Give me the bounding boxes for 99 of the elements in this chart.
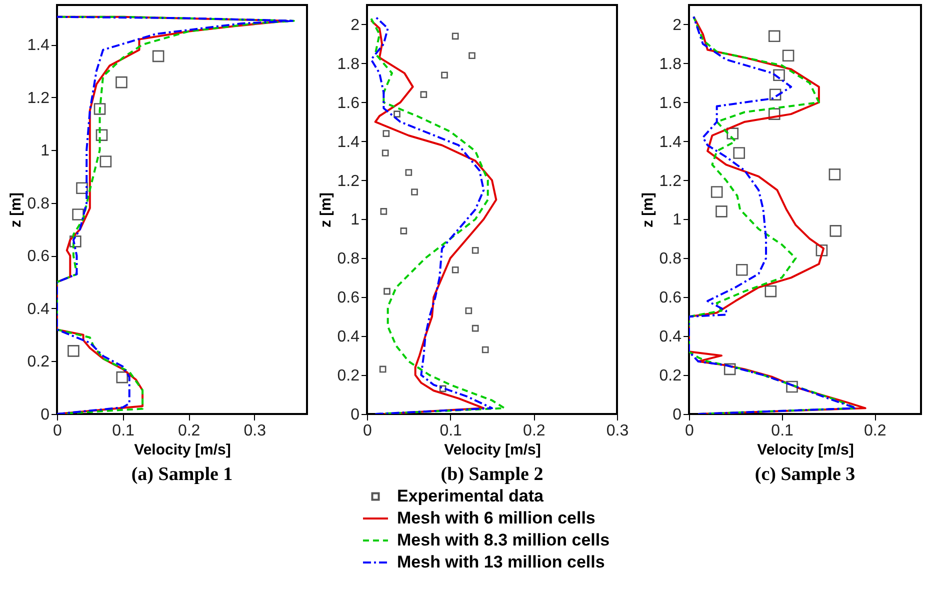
- y-tick-label: 0.6: [337, 290, 360, 307]
- y-tick-label: 0.2: [337, 368, 360, 385]
- text: (c) Sample 3: [754, 464, 856, 485]
- y-tick-label: 0.6: [27, 248, 50, 266]
- point: [72, 208, 84, 220]
- y-tick-label: 1.4: [659, 134, 682, 151]
- x-axis-title: Velocity [m/s]: [134, 442, 231, 458]
- point: [769, 88, 782, 100]
- point: [773, 69, 785, 82]
- x-tick-label: 0.2: [178, 422, 200, 440]
- text: (b) Sample 2: [440, 464, 544, 485]
- y-axis-title: z [m]: [317, 192, 334, 228]
- y-tick-label: 0: [672, 406, 682, 424]
- y-tick-label: 1.6: [659, 94, 682, 112]
- point: [786, 380, 798, 393]
- point: [452, 266, 459, 274]
- point: [482, 346, 489, 354]
- y-tick-label: 1.4: [337, 134, 360, 151]
- point: [465, 307, 472, 314]
- point: [710, 186, 723, 198]
- x-tick-label: 0: [685, 422, 694, 440]
- y-tick-label: 1: [350, 212, 360, 229]
- point: [379, 366, 386, 373]
- y-axis-title: z [m]: [7, 192, 24, 228]
- x-axis-title: Velocity [m/s]: [444, 442, 541, 458]
- x-axis-title: Velocity [m/s]: [757, 442, 854, 458]
- point: [116, 371, 128, 384]
- point: [100, 156, 112, 168]
- y-axis-title: z [m]: [639, 192, 656, 228]
- y-tick-label: 0.8: [659, 250, 682, 268]
- point: [452, 32, 459, 40]
- y-tick-label: 1.2: [27, 90, 50, 107]
- point: [382, 130, 390, 137]
- y-tick-label: 1.8: [659, 56, 682, 73]
- y-tick-label: 1.2: [337, 172, 360, 190]
- x-tick-label: 0: [53, 422, 62, 440]
- y-tick-label: 1.6: [337, 94, 360, 112]
- x-tick-label: 0.1: [771, 422, 794, 440]
- point: [380, 208, 388, 215]
- y-tick-label: 1: [40, 142, 50, 160]
- point: [439, 385, 446, 392]
- point: [768, 30, 780, 42]
- x-tick-label: 0.1: [440, 422, 462, 440]
- y-tick-label: 1: [672, 212, 682, 229]
- point: [816, 244, 828, 256]
- x-tick-label: 0.1: [112, 422, 135, 440]
- y-tick-label: 2: [672, 16, 682, 34]
- point: [472, 324, 479, 332]
- x-tick-label: 0.2: [864, 422, 886, 440]
- point: [468, 52, 476, 60]
- point: [94, 103, 106, 115]
- y-tick-label: 0.4: [659, 328, 682, 346]
- point: [420, 91, 428, 98]
- point: [405, 169, 412, 176]
- y-tick-label: 1.8: [337, 56, 360, 73]
- point: [70, 236, 82, 248]
- y-tick-label: 1.4: [27, 37, 50, 54]
- point: [384, 288, 390, 295]
- point: [736, 264, 748, 276]
- point: [782, 50, 794, 62]
- y-tick-label: 2: [350, 16, 360, 34]
- point: [96, 129, 108, 141]
- y-tick-label: 0.2: [27, 354, 50, 371]
- y-tick-label: 0.8: [337, 250, 360, 268]
- x-tick-label: 0.3: [606, 422, 629, 440]
- point: [764, 285, 777, 298]
- point: [828, 168, 841, 180]
- point: [382, 150, 389, 156]
- y-tick-label: 1.2: [659, 172, 682, 190]
- point: [116, 76, 128, 88]
- point: [400, 228, 408, 234]
- y-tick-label: 0: [40, 406, 50, 424]
- y-tick-label: 0.6: [659, 290, 682, 307]
- point: [472, 246, 479, 254]
- y-tick-label: 0.8: [27, 195, 50, 212]
- point: [411, 188, 418, 196]
- point: [768, 108, 780, 120]
- point: [394, 110, 400, 118]
- legend-label: Mesh with 8.3 million cells: [397, 530, 610, 550]
- x-tick-label: 0.3: [244, 422, 266, 440]
- point: [441, 72, 448, 79]
- point: [726, 128, 739, 140]
- point: [733, 147, 746, 159]
- legend-label: Mesh with 13 million cells: [397, 552, 605, 572]
- x-tick-label: 0: [363, 422, 372, 440]
- point: [830, 225, 842, 237]
- point: [716, 206, 728, 218]
- y-tick-label: 0.4: [27, 300, 50, 318]
- text: (a) Sample 1: [131, 464, 233, 485]
- y-tick-label: 0.4: [337, 328, 360, 346]
- x-tick-label: 0.2: [523, 422, 546, 440]
- point: [152, 50, 164, 62]
- y-tick-label: 0.2: [659, 368, 682, 385]
- legend-label: Experimental data: [397, 486, 544, 506]
- point: [76, 182, 88, 194]
- point: [68, 345, 80, 357]
- y-tick-label: 0: [350, 406, 360, 424]
- legend-label: Mesh with 6 million cells: [397, 508, 596, 528]
- point: [724, 363, 736, 376]
